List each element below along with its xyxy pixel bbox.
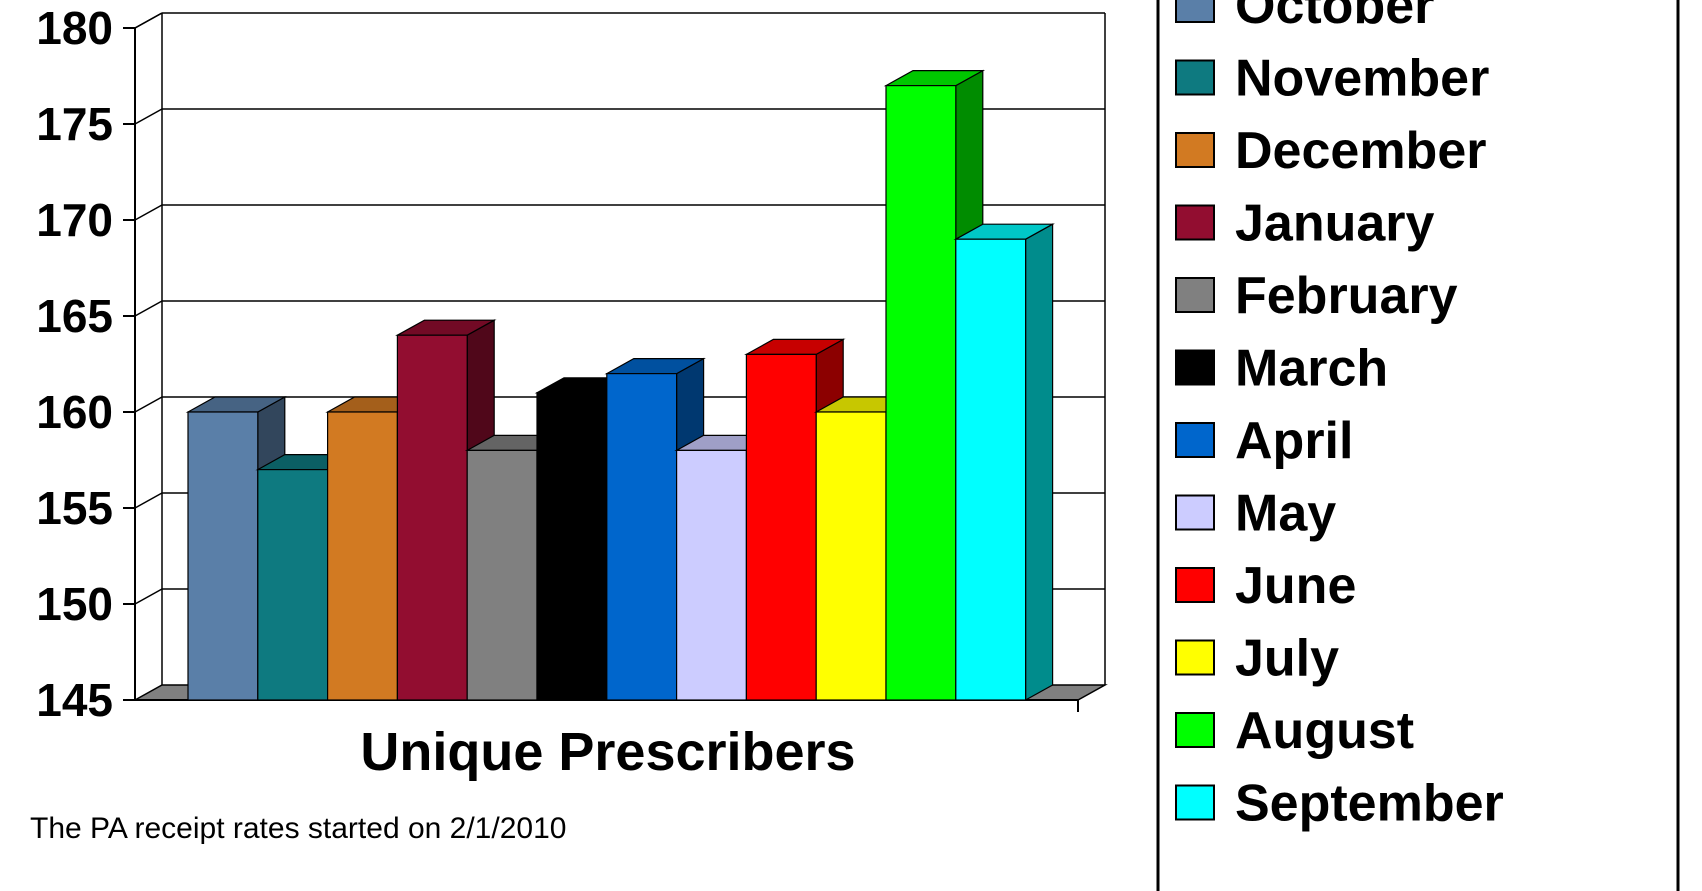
gridline-side bbox=[134, 300, 163, 317]
legend-label: May bbox=[1235, 485, 1336, 543]
bar-front bbox=[327, 411, 399, 701]
legend-swatch bbox=[1175, 59, 1215, 96]
legend-label: June bbox=[1235, 557, 1356, 615]
legend-item-may: May bbox=[1175, 485, 1336, 543]
legend-swatch bbox=[1175, 567, 1215, 603]
legend-label: February bbox=[1235, 267, 1458, 325]
y-tick-label: 175 bbox=[36, 98, 113, 150]
y-tick-label: 180 bbox=[36, 2, 113, 54]
gridline-side bbox=[134, 492, 163, 509]
legend-item-april: April bbox=[1175, 412, 1353, 470]
legend: October November December January February Ma… bbox=[1156, 0, 1680, 891]
legend-label: March bbox=[1235, 340, 1388, 398]
legend-swatch bbox=[1175, 494, 1215, 531]
bar-front bbox=[466, 449, 538, 701]
legend-swatch bbox=[1175, 0, 1215, 23]
y-tick-label: 150 bbox=[36, 578, 113, 630]
legend-item-august: August bbox=[1175, 702, 1414, 760]
legend-item-february: February bbox=[1175, 267, 1458, 325]
legend-box bbox=[1156, 0, 1680, 891]
y-tick-label: 165 bbox=[36, 290, 113, 342]
legend-item-march: March bbox=[1175, 340, 1388, 398]
legend-label: December bbox=[1235, 122, 1486, 180]
bar-front bbox=[885, 84, 957, 701]
legend-item-june: June bbox=[1175, 557, 1356, 615]
y-tick-label: 155 bbox=[36, 482, 113, 534]
x-category-label: Unique Prescribers bbox=[360, 722, 855, 782]
gridline-side bbox=[134, 588, 163, 605]
legend-label: September bbox=[1235, 775, 1504, 833]
legend-item-november: November bbox=[1175, 50, 1489, 108]
bar-side bbox=[1024, 223, 1054, 702]
y-tick-label: 145 bbox=[36, 674, 113, 726]
legend-item-december: December bbox=[1175, 122, 1486, 180]
legend-label: April bbox=[1235, 412, 1353, 470]
y-tick-label: 160 bbox=[36, 386, 113, 438]
legend-label: October bbox=[1235, 0, 1434, 35]
y-tick-labels: 145 150 155 160 165 170 175 180 bbox=[36, 2, 113, 726]
legend-label: August bbox=[1235, 702, 1414, 760]
legend-swatch bbox=[1175, 639, 1215, 676]
legend-item-january: January bbox=[1175, 195, 1435, 253]
legend-label: November bbox=[1235, 50, 1489, 108]
bar-front bbox=[396, 334, 468, 701]
legend-swatch bbox=[1175, 132, 1215, 168]
bars bbox=[185, 69, 1055, 702]
legend-item-july: July bbox=[1175, 630, 1339, 688]
legend-swatch bbox=[1175, 422, 1215, 458]
bar-september bbox=[953, 223, 1055, 702]
legend-item-september: September bbox=[1175, 775, 1504, 833]
bar-front bbox=[955, 238, 1027, 701]
bar-front bbox=[187, 411, 259, 701]
legend-swatch bbox=[1175, 204, 1215, 241]
side-wall-top-edge bbox=[134, 12, 163, 29]
bar-front bbox=[536, 392, 608, 701]
footnote-text: The PA receipt rates started on 2/1/2010 bbox=[30, 812, 566, 845]
legend-swatch bbox=[1175, 349, 1215, 386]
legend-item-october: October bbox=[1175, 0, 1434, 35]
legend-label: January bbox=[1235, 195, 1435, 253]
bar-front bbox=[745, 353, 817, 701]
bar-front bbox=[606, 373, 678, 701]
legend-swatch bbox=[1175, 712, 1215, 748]
legend-swatch bbox=[1175, 784, 1215, 821]
bar-front bbox=[815, 411, 887, 701]
y-tick-label: 170 bbox=[36, 194, 113, 246]
legend-swatch bbox=[1175, 277, 1215, 313]
bar-front bbox=[257, 469, 329, 701]
bar-front bbox=[675, 449, 747, 701]
gridline-side bbox=[134, 108, 163, 125]
legend-label: July bbox=[1235, 630, 1339, 688]
gridline-side bbox=[134, 204, 163, 221]
gridline-side bbox=[134, 396, 163, 413]
